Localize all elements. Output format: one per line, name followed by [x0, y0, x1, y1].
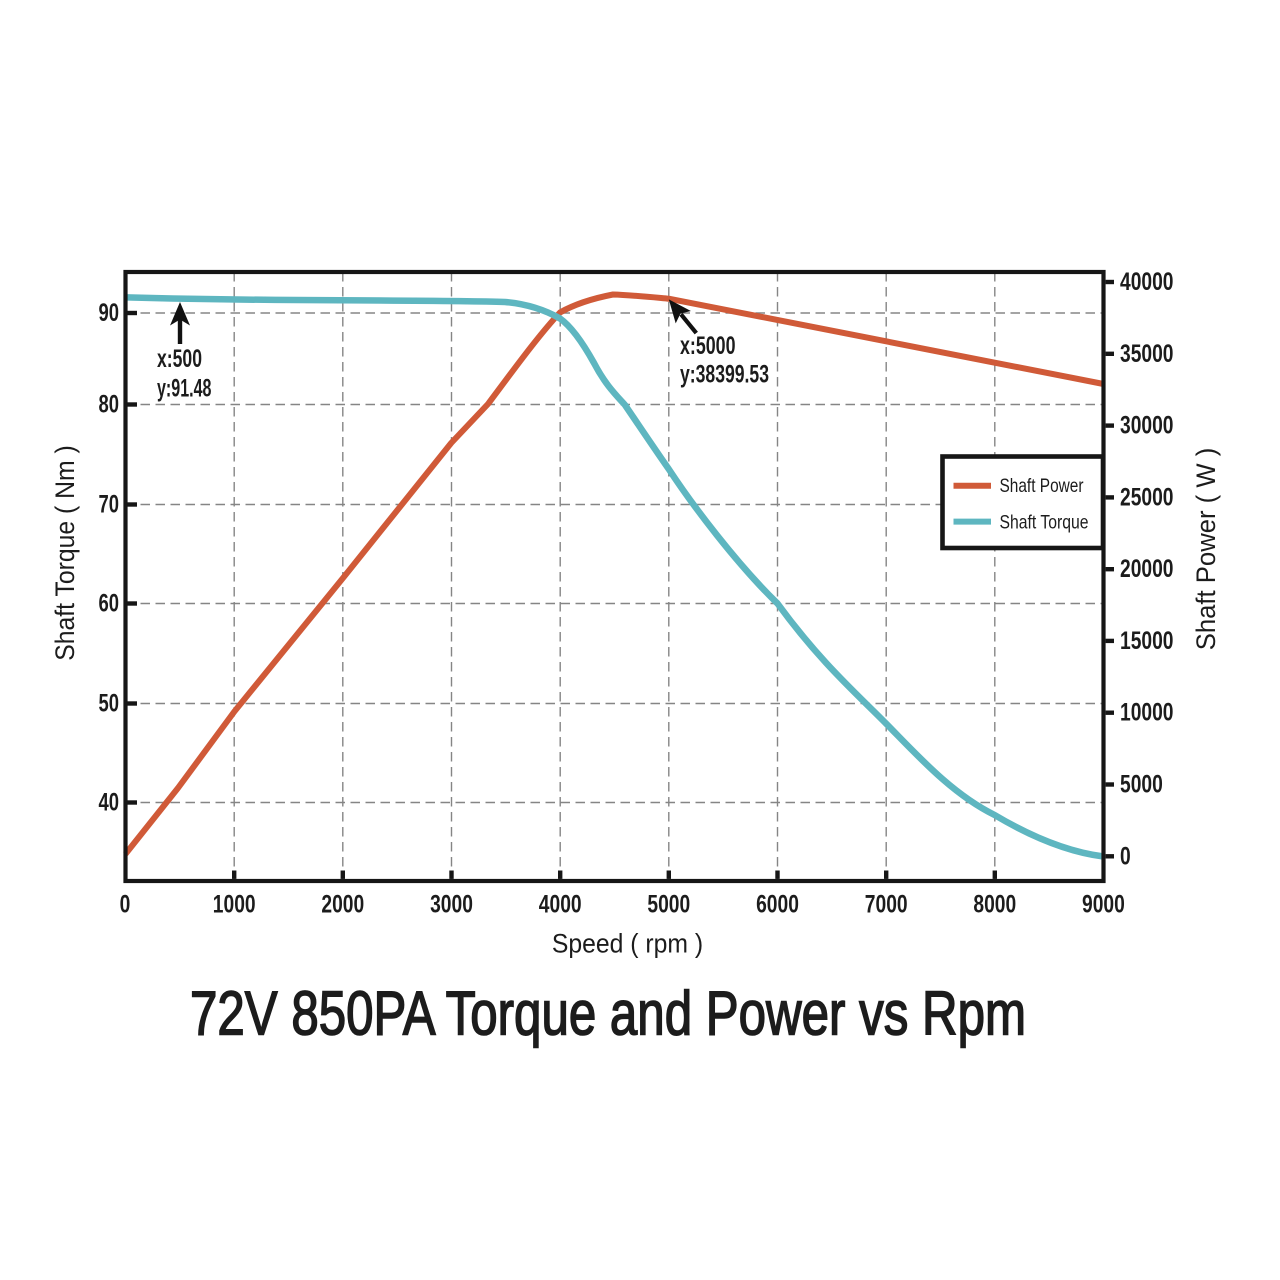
svg-text:25000: 25000: [1120, 483, 1174, 511]
svg-text:4000: 4000: [539, 891, 582, 919]
svg-text:7000: 7000: [865, 891, 908, 919]
svg-text:Shaft Power: Shaft Power: [1000, 475, 1084, 497]
svg-text:y:38399.53: y:38399.53: [680, 361, 769, 389]
svg-text:80: 80: [99, 391, 120, 419]
svg-text:5000: 5000: [1120, 771, 1163, 799]
svg-text:0: 0: [1120, 842, 1131, 870]
svg-text:Speed ( rpm ): Speed ( rpm ): [552, 929, 703, 959]
svg-text:2000: 2000: [321, 891, 364, 919]
svg-text:35000: 35000: [1120, 340, 1174, 368]
svg-text:40: 40: [99, 789, 120, 817]
svg-text:70: 70: [99, 491, 120, 519]
svg-text:90: 90: [99, 299, 120, 327]
svg-text:6000: 6000: [756, 891, 799, 919]
svg-text:3000: 3000: [430, 891, 473, 919]
svg-text:40000: 40000: [1120, 268, 1174, 296]
svg-text:1000: 1000: [213, 891, 256, 919]
svg-text:72V 850PA Torque and Power vs: 72V 850PA Torque and Power vs Rpm: [190, 980, 1026, 1049]
svg-text:Shaft Power ( W ): Shaft Power ( W ): [1191, 448, 1221, 651]
svg-text:50: 50: [99, 690, 120, 718]
svg-text:y:91.48: y:91.48: [157, 375, 212, 403]
svg-text:5000: 5000: [647, 891, 690, 919]
svg-text:30000: 30000: [1120, 412, 1174, 440]
svg-text:Shaft Torque ( Nm ): Shaft Torque ( Nm ): [50, 445, 80, 661]
svg-text:0: 0: [120, 891, 131, 919]
svg-text:9000: 9000: [1082, 891, 1125, 919]
svg-text:60: 60: [99, 590, 120, 618]
svg-text:15000: 15000: [1120, 627, 1174, 655]
svg-text:x:5000: x:5000: [680, 332, 736, 360]
svg-text:Shaft Torque: Shaft Torque: [1000, 511, 1089, 533]
svg-text:20000: 20000: [1120, 555, 1174, 583]
svg-text:x:500: x:500: [157, 345, 202, 373]
svg-text:10000: 10000: [1120, 699, 1174, 727]
svg-text:8000: 8000: [973, 891, 1016, 919]
